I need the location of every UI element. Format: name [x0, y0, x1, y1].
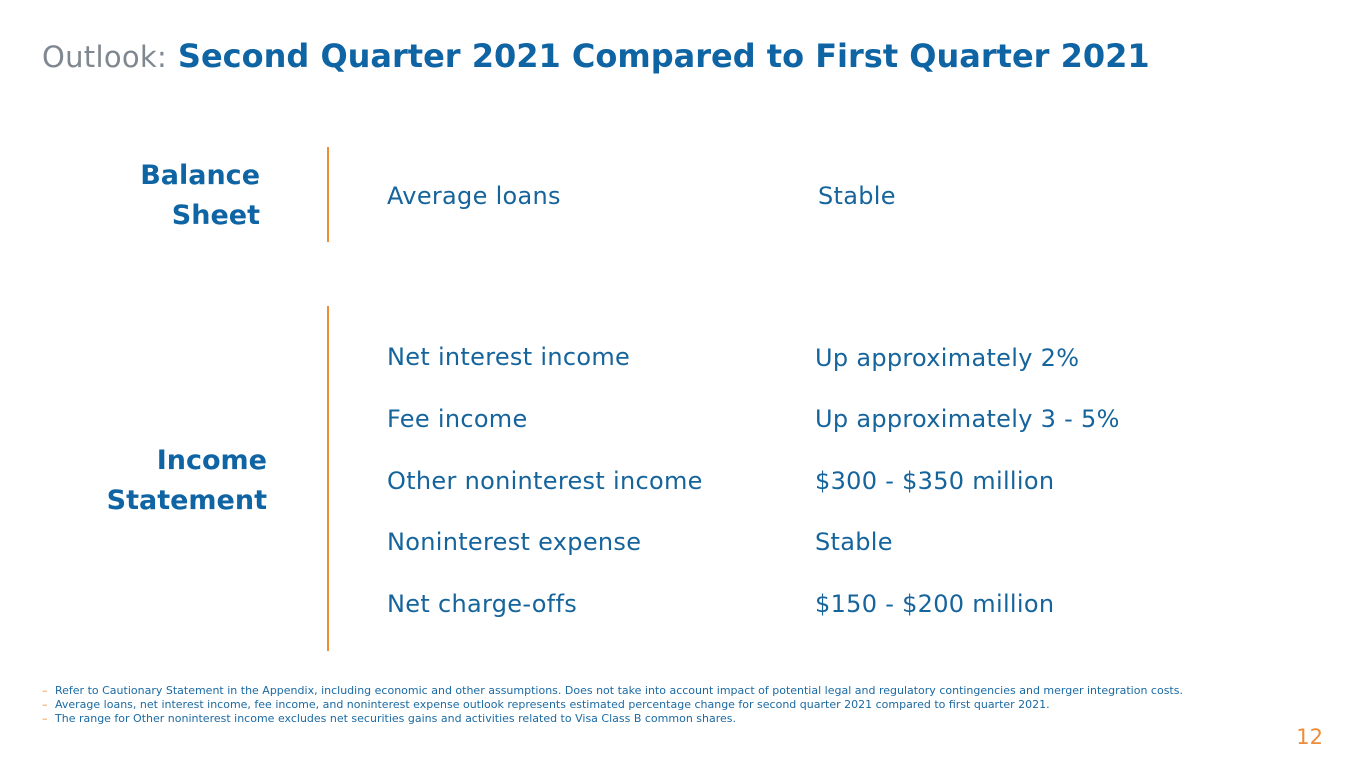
slide-title: Outlook: Second Quarter 2021 Compared to… — [42, 34, 1150, 79]
row-value-other-noninterest-income: $300 - $350 million — [815, 467, 1055, 495]
row-label-fee-income: Fee income — [387, 405, 528, 433]
footnote-text: Refer to Cautionary Statement in the App… — [55, 684, 1183, 697]
footnote-bullet: – — [42, 684, 48, 697]
row-label-average-loans: Average loans — [387, 182, 561, 210]
title-prefix: Outlook: — [42, 40, 168, 74]
row-value-net-interest-income: Up approximately 2% — [815, 344, 1080, 372]
title-main: Second Quarter 2021 Compared to First Qu… — [177, 37, 1150, 75]
income-statement-label-line1: Income — [156, 445, 267, 476]
row-value-net-charge-offs: $150 - $200 million — [815, 590, 1055, 618]
page-number: 12 — [1296, 725, 1323, 749]
footnote-bullet: – — [42, 698, 48, 711]
footnote: – The range for Other noninterest income… — [42, 712, 1232, 726]
income-statement-divider — [327, 306, 329, 651]
row-value-average-loans: Stable — [818, 182, 896, 210]
income-statement-label: Income Statement — [107, 441, 267, 521]
footnote: – Average loans, net interest income, fe… — [42, 698, 1232, 712]
income-statement-label-line2: Statement — [106, 485, 267, 516]
footnote-text: The range for Other noninterest income e… — [55, 712, 737, 725]
row-label-net-interest-income: Net interest income — [387, 343, 631, 371]
balance-sheet-label-line1: Balance — [140, 160, 260, 191]
balance-sheet-label: Balance Sheet — [140, 156, 260, 236]
footnotes: – Refer to Cautionary Statement in the A… — [42, 684, 1232, 726]
row-value-noninterest-expense: Stable — [815, 528, 893, 556]
row-value-fee-income: Up approximately 3 - 5% — [815, 405, 1120, 433]
balance-sheet-divider — [327, 147, 329, 242]
balance-sheet-label-line2: Sheet — [171, 200, 260, 231]
footnote-text: Average loans, net interest income, fee … — [55, 698, 1050, 711]
row-label-other-noninterest-income: Other noninterest income — [387, 467, 703, 495]
footnote: – Refer to Cautionary Statement in the A… — [42, 684, 1232, 698]
row-label-noninterest-expense: Noninterest expense — [387, 528, 642, 556]
row-label-net-charge-offs: Net charge-offs — [387, 590, 578, 618]
footnote-bullet: – — [42, 712, 48, 725]
